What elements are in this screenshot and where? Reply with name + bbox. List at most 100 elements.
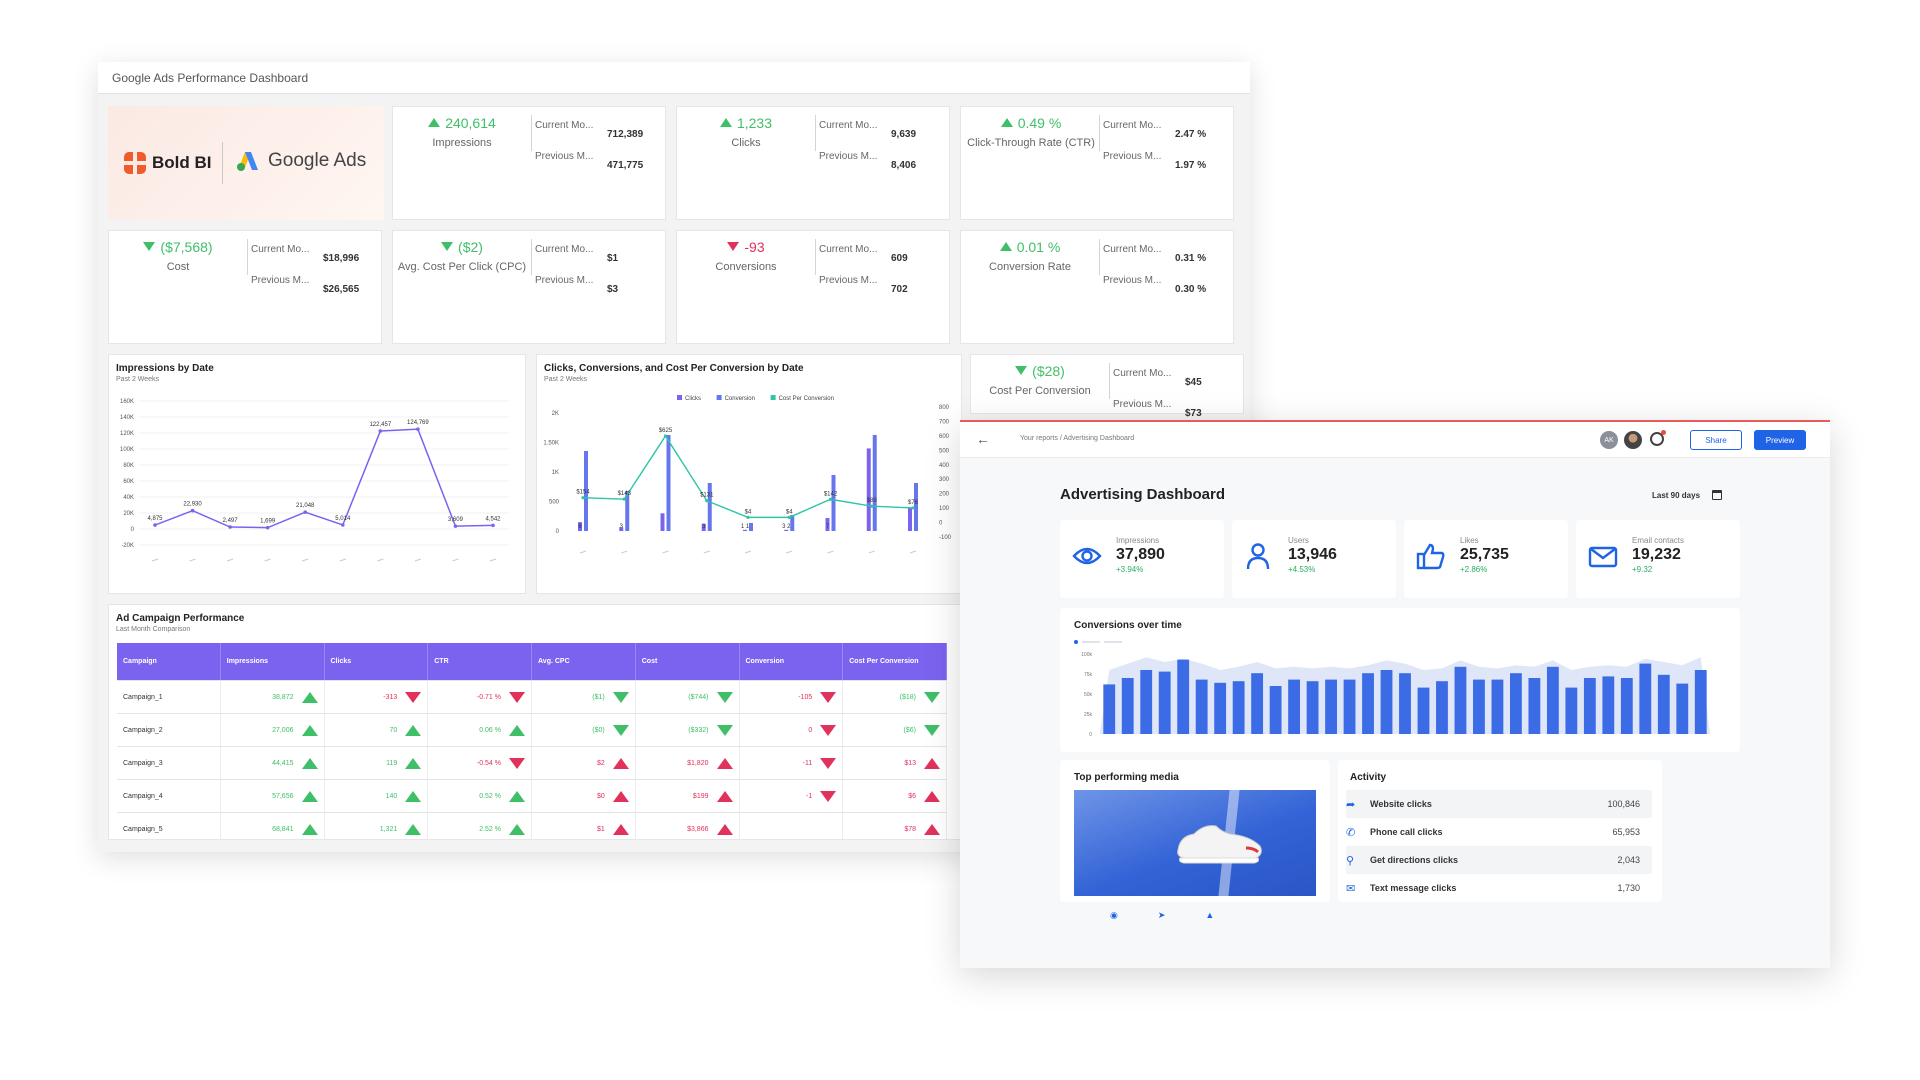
activity-row[interactable]: ➦ Website clicks 100,846 (1346, 790, 1652, 818)
bar-label: 7 (826, 524, 830, 530)
kpi-card-conversions[interactable]: -93 Conversions Current Mo...609 Previous … (676, 230, 950, 344)
table-cell: ($744) (636, 681, 740, 713)
preview-button[interactable]: Preview (1754, 430, 1806, 450)
data-point (303, 510, 308, 514)
up-arrow-icon (716, 790, 733, 802)
table-row[interactable]: Campaign_4 57,656 140 0.52 % $0 $199 -1 $6 (117, 780, 947, 813)
column-header[interactable]: CTR (428, 643, 532, 680)
cell-value: $1,820 (687, 759, 709, 767)
cpc-point (581, 496, 585, 500)
kpi-card-clicks[interactable]: 1,233 Clicks Current Mo...9,639 Previous M… (676, 106, 950, 220)
kpi-card-cost-per-conversion[interactable]: ($28) Cost Per Conversion Current Mo...$4… (970, 354, 1244, 419)
cell-value: ($1) (592, 693, 605, 701)
kpi-label: Cost Per Conversion (989, 385, 1091, 397)
conversion-bar (1158, 671, 1171, 734)
top-media-card: Top performing media (1060, 760, 1330, 902)
conversions-chart-card: Conversions over time 100k 75k 50k 25k 0 (1060, 608, 1740, 752)
kpi-value: 0.49 % (1000, 115, 1061, 131)
x-tick-mark (226, 558, 234, 562)
conversion-bar (1602, 676, 1615, 734)
table-cell: 68,841 (221, 813, 325, 839)
conversion-bar (584, 451, 588, 531)
data-point (153, 523, 157, 527)
x-tick-mark (703, 550, 710, 554)
breadcrumb[interactable]: Your reports / Advertising Dashboard (1020, 435, 1135, 442)
down-arrow-icon (820, 691, 837, 703)
conversion-bar (790, 515, 795, 531)
column-header[interactable]: Cost Per Conversion (843, 643, 947, 680)
kpi-card-ctr[interactable]: 0.49 % Click-Through Rate (CTR) Current M… (960, 106, 1234, 220)
kpi-card-cpc[interactable]: ($2) Avg. Cost Per Click (CPC) Current Mo… (392, 230, 666, 344)
table-row[interactable]: Campaign_5 68,841 1,321 2.52 % $1 $3,866 $78 (117, 813, 947, 839)
share-button[interactable]: Share (1690, 430, 1742, 450)
column-header[interactable]: Conversion (740, 643, 844, 680)
data-point (265, 525, 270, 530)
avatar-photo[interactable] (1624, 431, 1642, 449)
media-image[interactable] (1074, 790, 1316, 896)
kpi-card-likes[interactable]: Likes 25,735 +2.86% (1404, 520, 1568, 598)
activity-title: Activity (1350, 772, 1387, 783)
y-tick-label-right: 200 (939, 492, 950, 498)
clicks-bar (660, 513, 665, 531)
cpc-label: $625 (659, 428, 673, 434)
kpi-card-impressions[interactable]: Impressions 37,890 +3.94% (1060, 520, 1224, 598)
table-cell (740, 813, 844, 839)
column-header[interactable]: Avg. CPC (532, 643, 636, 680)
kpi-change: +9.32 (1632, 565, 1653, 574)
cell-value: 0 (808, 726, 813, 734)
up-arrow-icon (716, 757, 733, 769)
conversion-bar (625, 491, 630, 531)
activity-value: 2,043 (1617, 855, 1640, 865)
kpi-card-cost[interactable]: ($7,568) Cost Current Mo...$18,996 Previou… (108, 230, 382, 344)
conversion-bar (1491, 679, 1504, 734)
kpi-change: +3.94% (1116, 565, 1144, 574)
cell-value: -11 (802, 759, 813, 767)
date-range-picker[interactable]: Last 90 days (1652, 490, 1723, 500)
kpi-label: Conversions (715, 261, 777, 273)
chart-title: Impressions by Date (116, 363, 214, 374)
kpi-comparison: Current Mo...$45 Previous M...$73 (1113, 368, 1202, 419)
kpi-value: 19,232 (1632, 546, 1681, 563)
conversion-bar (1417, 687, 1430, 734)
notification-icon[interactable] (1650, 430, 1666, 446)
cell-value: $2 (596, 759, 605, 767)
table-cell: $2 (532, 747, 636, 779)
table-row[interactable]: Campaign_3 44,415 119 -0.54 % $2 $1,820 -11 $13 (117, 747, 947, 780)
table-row[interactable]: Campaign_2 27,006 70 0.06 % ($0) ($332) 0 ($6) (117, 714, 947, 747)
cpc-point (870, 504, 874, 508)
impressions-chart-card: Impressions by Date Past 2 Weeks 160K 140… (108, 354, 526, 594)
kpi-value: 1,233 (719, 115, 772, 131)
data-label: 22,930 (183, 502, 202, 508)
column-header[interactable]: Cost (636, 643, 740, 680)
kpi-card-impressions[interactable]: 240,614 Impressions Current Mo...712,389 P… (392, 106, 666, 220)
conversion-bar (1676, 683, 1689, 734)
back-arrow-icon[interactable]: ← (976, 431, 990, 447)
kpi-card-email-contacts[interactable]: Email contacts 19,232 +9.32 (1576, 520, 1740, 598)
table-cell: 38,872 (221, 681, 325, 713)
table-row[interactable]: Campaign_1 38,872 -313 -0.71 % ($1) ($744) -10… (117, 681, 947, 714)
kpi-card-conversion-rate[interactable]: 0.01 % Conversion Rate Current Mo...0.31 … (960, 230, 1234, 344)
chart-title: Clicks, Conversions, and Cost Per Conver… (544, 363, 804, 374)
data-label: 21,048 (296, 503, 315, 509)
y-tick-label: 20K (123, 511, 134, 517)
kpi-label: Likes (1460, 536, 1479, 545)
media-stats-row: ◉ ➤ ▲ (1110, 910, 1310, 921)
column-header[interactable]: Impressions (221, 643, 325, 680)
kpi-value: 240,614 (428, 115, 496, 131)
cell-value: $0 (596, 792, 605, 800)
avatar[interactable]: AK (1600, 431, 1618, 449)
x-tick-mark (909, 550, 917, 554)
column-header[interactable]: Clicks (325, 643, 429, 680)
activity-row[interactable]: ✆ Phone call clicks 65,953 (1346, 818, 1652, 846)
activity-row[interactable]: ⚲ Get directions clicks 2,043 (1346, 846, 1652, 874)
x-tick-mark (189, 558, 196, 562)
y-tick-label-right: 500 (939, 448, 950, 454)
conversion-bar (1694, 670, 1707, 734)
conversion-bar (1509, 673, 1522, 734)
cell-value: 70 (389, 726, 398, 734)
activity-row[interactable]: ✉ Text message clicks 1,730 (1346, 874, 1652, 902)
column-header[interactable]: Campaign (117, 643, 221, 680)
top-bar: ← Your reports / Advertising Dashboard A… (960, 422, 1830, 458)
kpi-label: Email contacts (1632, 536, 1685, 545)
kpi-card-users[interactable]: Users 13,946 +4.53% (1232, 520, 1396, 598)
